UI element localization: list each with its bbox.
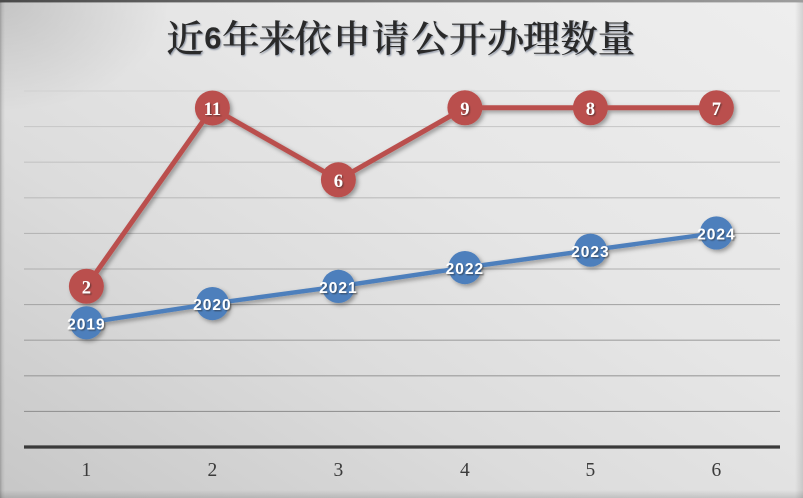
svg-text:11: 11 [204,100,221,120]
svg-text:1: 1 [82,460,92,481]
svg-text:2023: 2023 [571,244,609,261]
svg-text:2022: 2022 [446,261,484,278]
svg-text:4: 4 [460,460,470,481]
svg-text:8: 8 [586,100,595,120]
svg-text:2: 2 [82,278,91,298]
svg-text:2020: 2020 [193,297,231,314]
svg-text:3: 3 [334,460,344,481]
svg-text:7: 7 [712,100,721,120]
svg-text:5: 5 [586,460,596,481]
svg-text:2019: 2019 [67,316,105,333]
svg-text:6: 6 [712,460,722,481]
svg-text:2: 2 [208,460,218,481]
svg-text:6: 6 [334,172,343,192]
svg-text:2024: 2024 [697,227,735,244]
svg-text:2021: 2021 [319,280,357,297]
svg-text:9: 9 [460,100,469,120]
svg-text:6: 6 [204,21,221,56]
